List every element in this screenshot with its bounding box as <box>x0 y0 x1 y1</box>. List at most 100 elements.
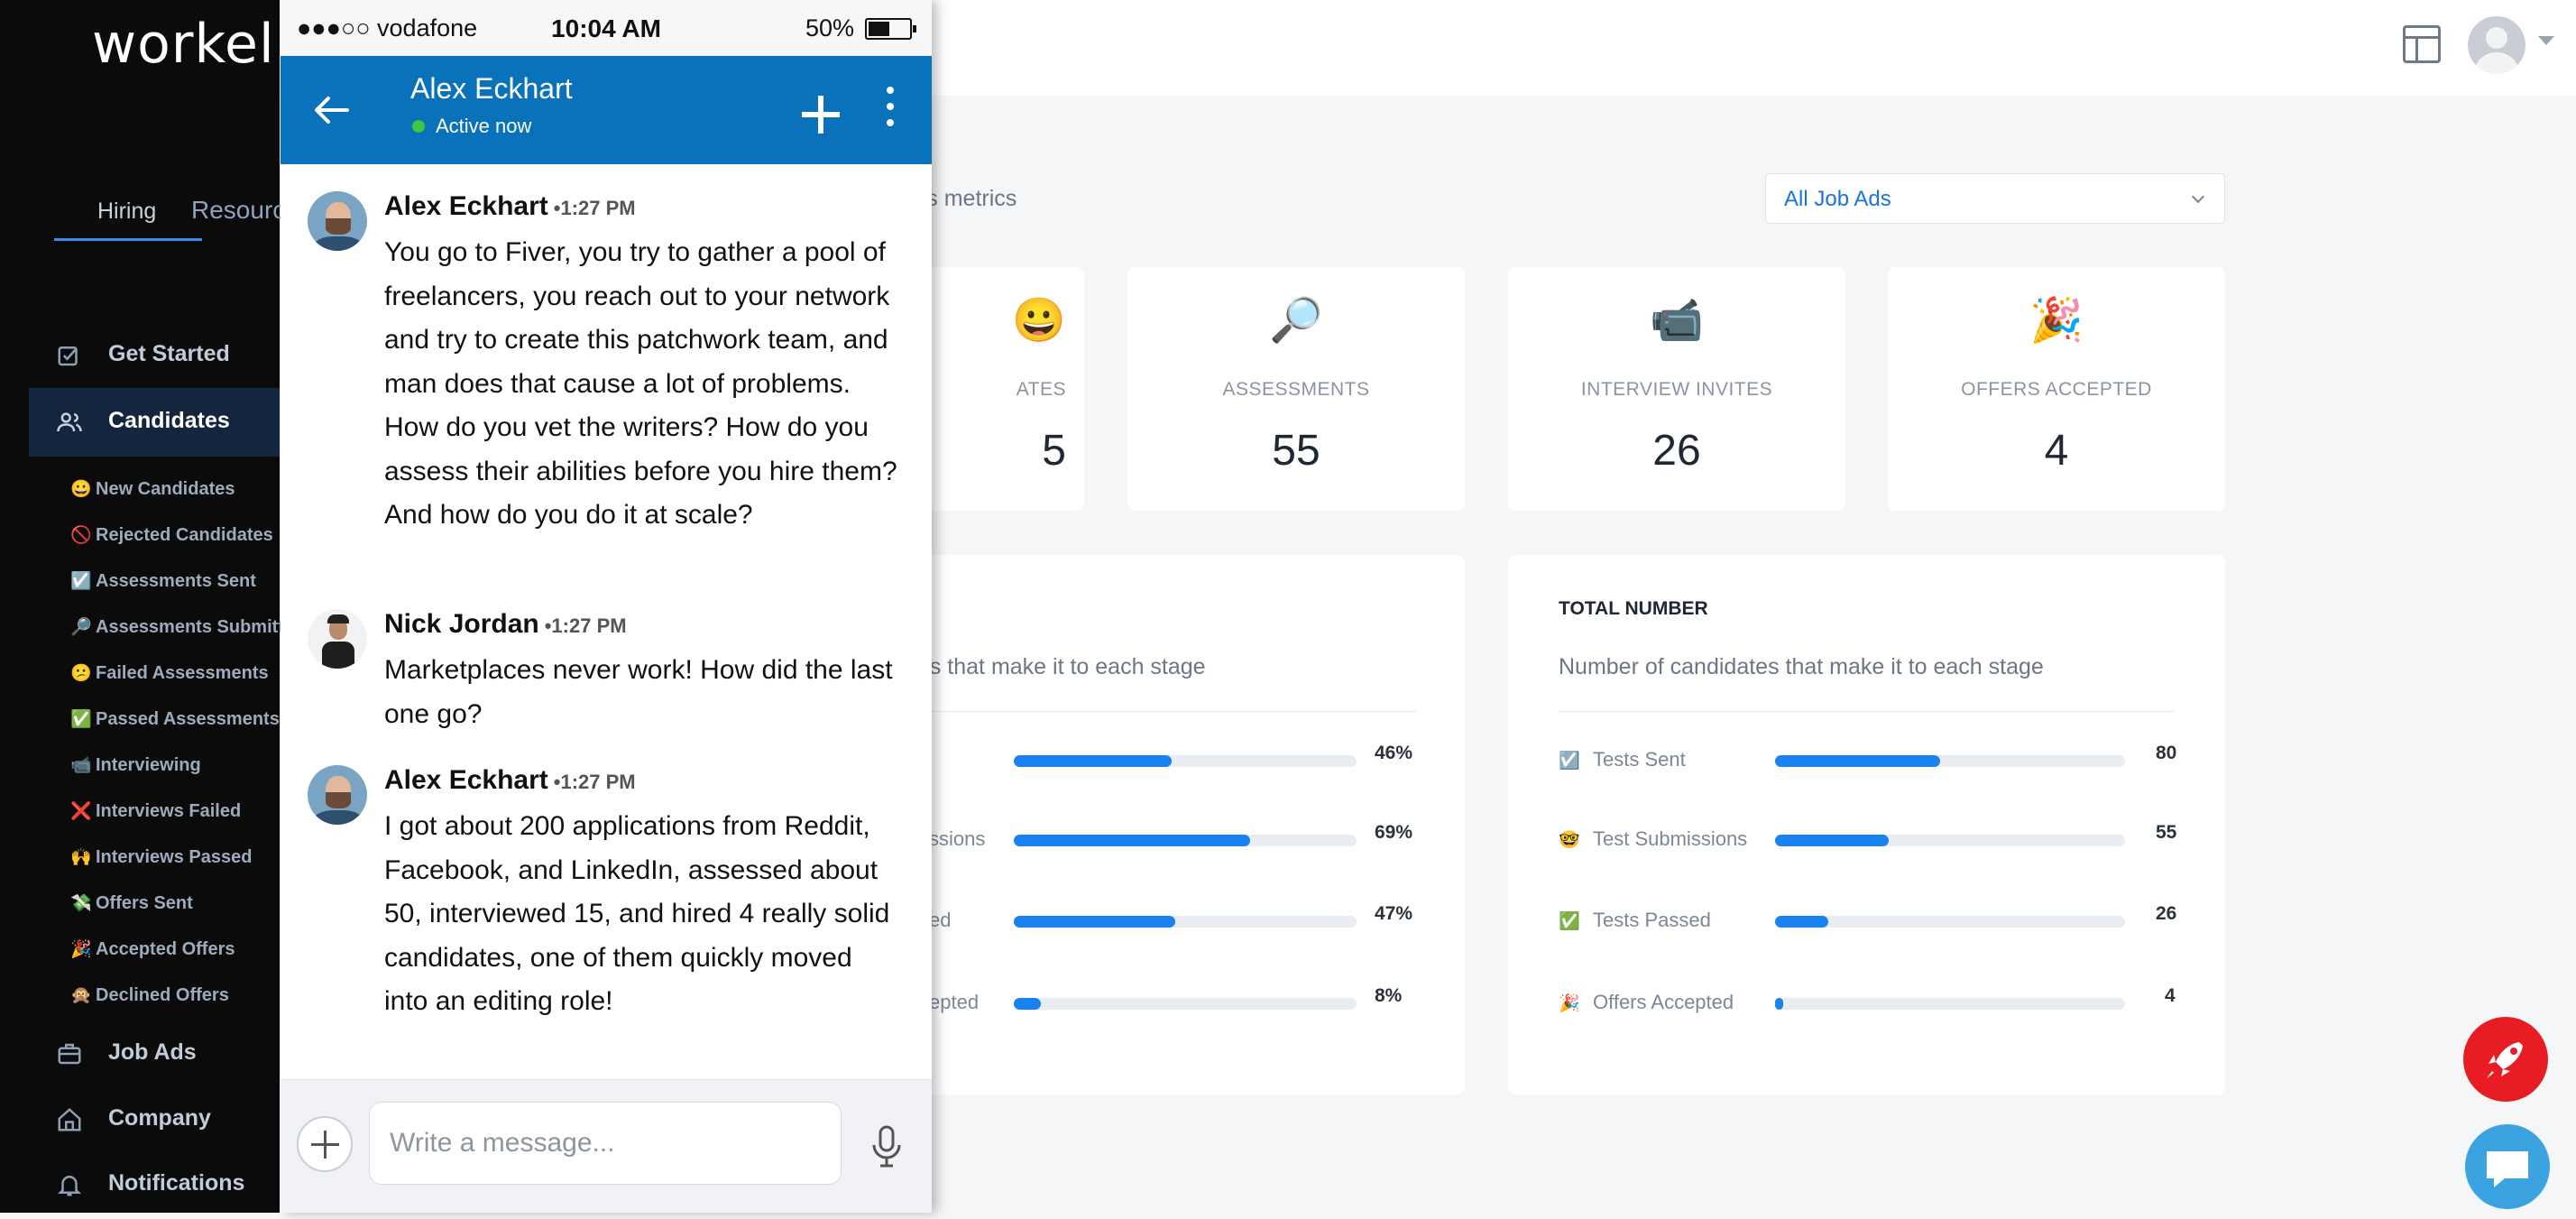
sidebar-sub-interviews-failed[interactable]: ❌ Interviews Failed <box>70 801 242 821</box>
sidebar-item-label: Notifications <box>108 1170 245 1196</box>
chevron-down-icon[interactable] <box>2538 36 2554 45</box>
rocket-icon <box>2487 1042 2523 1078</box>
message-input[interactable] <box>369 1102 842 1185</box>
bar-value: 80 <box>2156 743 2177 763</box>
sidebar-item-company[interactable]: Company <box>0 1085 280 1154</box>
message-text: I got about 200 applications from Reddit… <box>384 811 890 1016</box>
sidebar-sub-failed-assessments[interactable]: 😕 Failed Assessments <box>70 663 269 683</box>
user-avatar[interactable] <box>2468 16 2525 74</box>
sidebar-item-label: Company <box>108 1105 211 1131</box>
bar-fill <box>1775 998 1784 1010</box>
avatar <box>308 765 367 825</box>
stat-card-interview-invites: 📹 INTERVIEW INVITES 26 <box>1508 267 1845 511</box>
bar-track <box>1775 916 2125 928</box>
bar-fill <box>1014 998 1042 1010</box>
sidebar-sub-new-candidates[interactable]: 😀 New Candidates <box>70 479 235 499</box>
stat-label: INTERVIEW INVITES <box>1580 379 1773 400</box>
sidebar-sub-assessments-submitted[interactable]: 🔎 Assessments Submitted <box>70 617 306 637</box>
chat-header: Alex Eckhart Active now <box>281 56 932 164</box>
divider <box>902 711 1416 712</box>
brand-logo: workell <box>92 13 291 76</box>
active-tab-indicator <box>54 238 202 241</box>
emoji-icon: 🔎 <box>70 618 92 637</box>
chat-bubble-icon <box>2487 1151 2528 1187</box>
message-text: You go to Fiver, you try to gather a poo… <box>384 237 897 530</box>
message-time: •1:27 PM <box>553 771 636 793</box>
bar-value: 8% <box>1375 985 1403 1006</box>
chart-subtitle: tes that make it to each stage <box>911 654 1206 679</box>
row-label: ed <box>929 909 952 931</box>
sidebar-sub-accepted-offers[interactable]: 🎉 Accepted Offers <box>70 939 235 959</box>
row-label: ssions <box>929 827 986 850</box>
bar-fill <box>1014 755 1172 767</box>
funnel-row: ssions 69% <box>902 822 1443 858</box>
back-arrow-icon[interactable] <box>313 96 349 125</box>
funnel-percent-card: tes that make it to each stage 46% ssion… <box>902 555 1465 1094</box>
checkbox-icon <box>58 346 78 366</box>
sidebar-item-notifications[interactable]: Notifications <box>0 1150 280 1219</box>
stat-card-offers-accepted: 🎉 OFFERS ACCEPTED 4 <box>1888 267 2225 511</box>
battery-percent: 50% <box>805 14 854 42</box>
message-sender: Alex Eckhart •1:27 PM <box>384 191 636 221</box>
message-time: •1:27 PM <box>544 614 627 637</box>
bar-value: 4 <box>2165 985 2176 1006</box>
more-vertical-icon[interactable] <box>885 87 896 132</box>
phone-chat-window: ●●●○○ vodafone 10:04 AM 50% Alex Eckhart… <box>281 0 932 1213</box>
bar-track <box>1775 755 2125 767</box>
attach-button[interactable] <box>297 1116 353 1172</box>
bar-track <box>1014 998 1357 1010</box>
sidebar-sub-offers-sent[interactable]: 💸 Offers Sent <box>70 893 193 913</box>
row-label: epted <box>929 991 980 1013</box>
sidebar-sub-declined-offers[interactable]: 🙊 Declined Offers <box>70 985 229 1005</box>
sidebar-sub-interviewing[interactable]: 📹 Interviewing <box>70 755 201 775</box>
smiley-icon: 😀 <box>1012 297 1066 345</box>
row-label: ✅ Tests Passed <box>1559 909 1711 931</box>
funnel-row: 🤓 Test Submissions 55 <box>1559 822 2190 858</box>
bell-icon <box>57 1176 82 1196</box>
layout-icon[interactable] <box>2403 25 2441 63</box>
microphone-icon[interactable] <box>869 1125 905 1168</box>
job-ads-select[interactable]: All Job Ads <box>1765 173 2225 224</box>
message-sender: Nick Jordan •1:27 PM <box>384 609 627 639</box>
home-icon <box>58 1108 81 1131</box>
bar-fill <box>1775 835 1889 846</box>
bar-fill <box>1775 755 1940 767</box>
briefcase-icon <box>58 1043 81 1065</box>
funnel-row: ☑️ Tests Sent 80 <box>1559 743 2190 779</box>
bar-value: 55 <box>2156 822 2177 843</box>
sidebar-sub-rejected-candidates[interactable]: 🚫 Rejected Candidates <box>70 525 273 545</box>
video-camera-icon: 📹 <box>1650 297 1704 345</box>
battery-icon <box>865 18 916 40</box>
sidebar-sub-assessments-sent[interactable]: ☑️ Assessments Sent <box>70 571 256 591</box>
sidebar-sub-passed-assessments[interactable]: ✅ Passed Assessments <box>70 709 280 729</box>
sidebar-item-job-ads[interactable]: Job Ads <box>0 1020 280 1088</box>
bar-fill <box>1014 835 1251 846</box>
funnel-row: ed 47% <box>902 903 1443 939</box>
bar-track <box>1775 998 2125 1010</box>
sidebar-item-candidates[interactable]: Candidates <box>29 388 280 457</box>
chart-subtitle: Number of candidates that make it to eac… <box>1559 654 2044 679</box>
status-time: 10:04 AM <box>551 14 661 42</box>
contact-name: Alex Eckhart <box>410 72 573 105</box>
stat-label: ASSESSMENTS <box>1222 379 1370 400</box>
funnel-total-card: TOTAL NUMBER Number of candidates that m… <box>1508 555 2225 1094</box>
sidebar-item-label: Get Started <box>108 341 230 366</box>
bar-value: 69% <box>1375 822 1413 843</box>
plus-icon[interactable] <box>802 96 840 134</box>
launch-button[interactable] <box>2463 1017 2548 1102</box>
job-ads-select-value: All Job Ads <box>1784 187 1891 211</box>
tab-hiring[interactable]: Hiring <box>97 199 157 224</box>
emoji-icon: 🚫 <box>70 526 92 545</box>
message-composer <box>281 1079 932 1213</box>
stat-label: ATES <box>1016 379 1066 400</box>
chevron-down-icon <box>2191 189 2205 204</box>
nerd-face-icon: 🤓 <box>1559 831 1580 850</box>
funnel-row: epted 8% <box>902 985 1443 1021</box>
sidebar-sub-interviews-passed[interactable]: 🙌 Interviews Passed <box>70 847 253 867</box>
bar-track <box>1775 835 2125 846</box>
sidebar-item-get-started[interactable]: Get Started <box>0 321 280 390</box>
chat-support-button[interactable] <box>2465 1124 2550 1209</box>
bar-fill <box>1014 916 1175 928</box>
sidebar-item-label: Candidates <box>108 408 230 433</box>
emoji-icon: ✅ <box>70 710 92 729</box>
